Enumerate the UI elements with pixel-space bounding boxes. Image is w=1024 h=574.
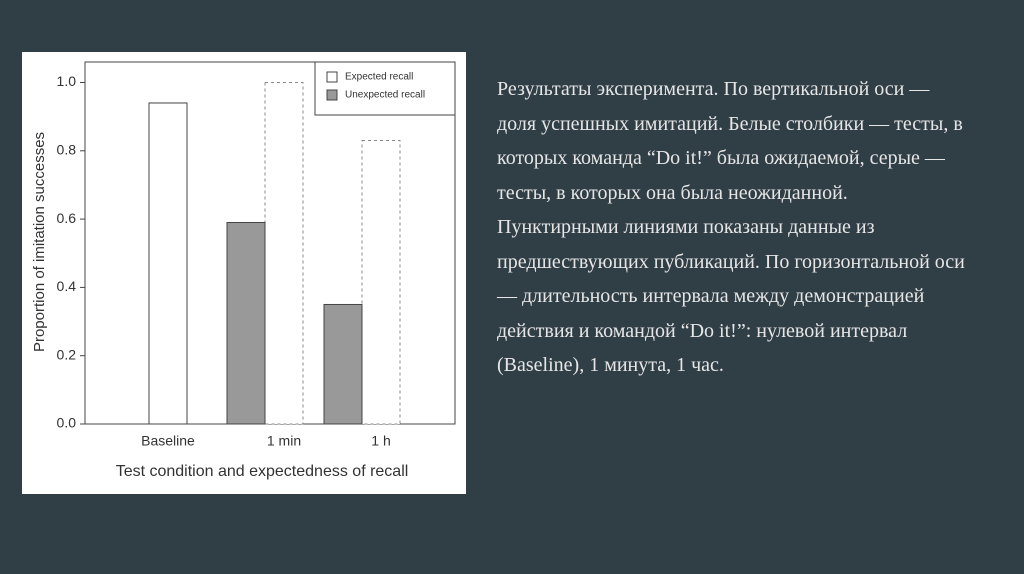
bar (323, 303, 363, 425)
bar (264, 81, 304, 425)
y-tick-label: 0.0 (57, 415, 77, 431)
y-tick-label: 0.2 (57, 346, 77, 362)
legend-label: Unexpected recall (345, 90, 425, 101)
legend-swatch (326, 89, 338, 101)
legend-swatch (326, 71, 338, 83)
bar (148, 102, 188, 425)
caption: Результаты эксперимента. По вертикальной… (497, 78, 965, 376)
x-tick-label: Baseline (141, 433, 195, 449)
bar (226, 222, 266, 425)
chart: Proportion of imitation successes Test c… (22, 52, 466, 494)
y-tick-label: 0.4 (57, 278, 77, 294)
x-tick-label: 1 h (371, 433, 390, 449)
legend-box (314, 61, 456, 116)
x-tick-label: 1 min (267, 433, 301, 449)
y-axis-label: Proportion of imitation successes (31, 132, 48, 352)
x-axis-label: Test condition and expectedness of recal… (116, 463, 409, 480)
y-tick-label: 0.6 (57, 210, 77, 226)
y-tick-label: 0.8 (57, 141, 77, 157)
legend-label: Expected recall (345, 72, 413, 83)
y-tick-label: 1.0 (57, 73, 77, 89)
bar (361, 140, 401, 425)
